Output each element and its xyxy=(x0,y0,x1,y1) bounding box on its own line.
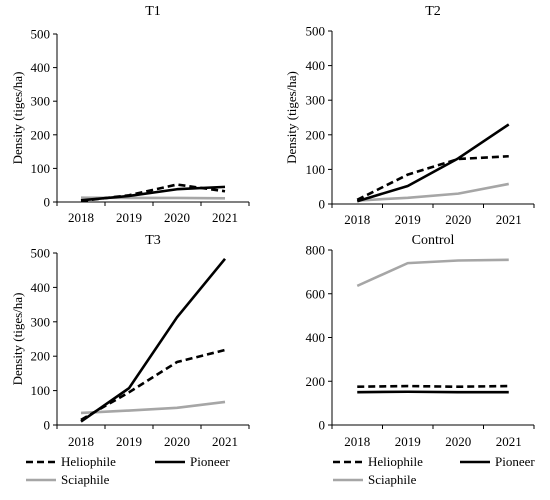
x-tick-label: 2021 xyxy=(212,434,238,449)
y-tick-label: 400 xyxy=(306,330,326,345)
legend-1: Heliophile Pioneer Sciaphile xyxy=(26,454,230,487)
y-tick-label: 600 xyxy=(306,286,326,301)
y-tick-label: 300 xyxy=(306,93,326,108)
y-axis-label: Density (tiges/ha) xyxy=(10,293,25,386)
y-tick-label: 800 xyxy=(306,243,326,258)
panel-4: 0 200 400 600 800 2018 2019 2020 2021 Control xyxy=(306,233,535,449)
x-tick-label: 2021 xyxy=(212,210,238,225)
legend-label-heliophile: Heliophile xyxy=(61,454,116,469)
x-tick-label: 2019 xyxy=(395,212,421,227)
series-line-sciaphile xyxy=(357,260,509,286)
x-tick-label: 2021 xyxy=(496,434,522,449)
y-tick-label: 200 xyxy=(306,374,326,389)
y-tick-label: 500 xyxy=(31,246,51,261)
chart-title: T3 xyxy=(145,233,161,248)
chart-title: T2 xyxy=(425,4,441,19)
y-tick-label: 0 xyxy=(44,195,51,210)
legend-label-pioneer: Pioneer xyxy=(190,454,230,469)
legend-label-sciaphile: Sciaphile xyxy=(61,472,110,487)
y-tick-label: 100 xyxy=(31,161,51,176)
y-tick-label: 100 xyxy=(31,383,51,398)
x-tick-label: 2018 xyxy=(344,212,370,227)
x-tick-label: 2020 xyxy=(164,210,190,225)
x-tick-label: 2018 xyxy=(68,210,94,225)
x-tick-label: 2018 xyxy=(68,434,94,449)
x-tick-label: 2018 xyxy=(344,434,370,449)
series-line-heliophile xyxy=(357,386,509,387)
x-tick-label: 2021 xyxy=(496,212,522,227)
y-tick-label: 400 xyxy=(31,60,51,75)
x-tick-label: 2020 xyxy=(445,212,471,227)
y-tick-label: 300 xyxy=(31,94,51,109)
y-tick-label: 200 xyxy=(31,127,51,142)
series-line-sciaphile xyxy=(357,184,509,201)
panel-1: 0 100 200 300 400 500 2018 2019 2020 2021 T1 Densit… xyxy=(10,4,249,225)
y-tick-label: 300 xyxy=(31,314,51,329)
x-tick-label: 2020 xyxy=(164,434,190,449)
y-tick-label: 400 xyxy=(31,280,51,295)
chart-title: T1 xyxy=(145,4,161,19)
y-tick-label: 200 xyxy=(31,349,51,364)
y-axis-label: Density (tiges/ha) xyxy=(284,71,299,164)
panel-2: 0 100 200 300 400 500 2018 2019 2020 2021 T2 Densit… xyxy=(284,4,534,227)
x-tick-label: 2019 xyxy=(116,210,142,225)
panel-3: 0 100 200 300 400 500 2018 2019 2020 2021 T3 Densit… xyxy=(10,233,249,449)
legend-label-pioneer: Pioneer xyxy=(495,454,535,469)
chart-title: Control xyxy=(412,233,455,248)
y-tick-label: 0 xyxy=(319,418,326,433)
y-tick-label: 0 xyxy=(319,197,326,212)
legend-2: Heliophile Pioneer Sciaphile xyxy=(333,454,535,487)
y-tick-label: 500 xyxy=(306,24,326,39)
x-tick-label: 2020 xyxy=(445,434,471,449)
y-tick-label: 0 xyxy=(44,418,51,433)
x-tick-label: 2019 xyxy=(395,434,421,449)
legend-label-sciaphile: Sciaphile xyxy=(368,472,417,487)
y-tick-label: 500 xyxy=(31,27,51,42)
y-tick-label: 400 xyxy=(306,58,326,73)
x-tick-label: 2019 xyxy=(116,434,142,449)
y-tick-label: 100 xyxy=(306,162,326,177)
y-axis-label: Density (tiges/ha) xyxy=(10,72,25,165)
legend-label-heliophile: Heliophile xyxy=(368,454,423,469)
series-line-pioneer xyxy=(81,259,225,422)
y-tick-label: 200 xyxy=(306,127,326,142)
